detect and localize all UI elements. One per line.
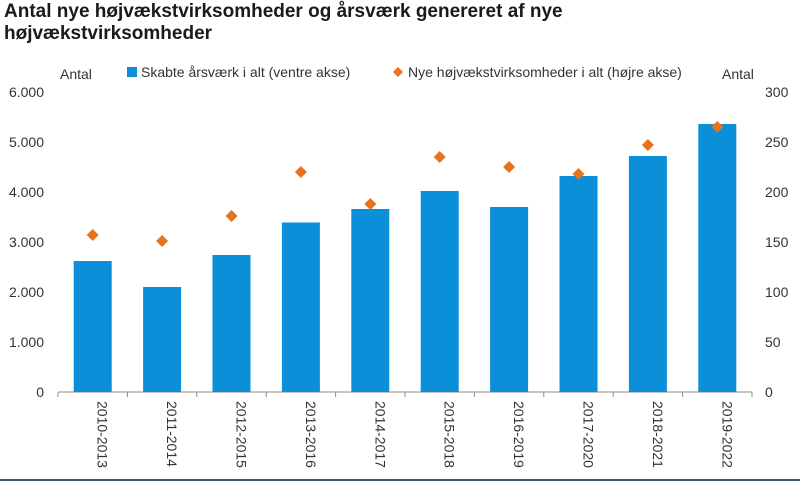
left-tick-label: 3.000 xyxy=(9,234,44,250)
left-tick-label: 5.000 xyxy=(9,134,44,150)
chart-title: Antal nye højvækstvirksomheder og årsvær… xyxy=(4,1,563,44)
bar xyxy=(212,255,251,392)
category-label: 2016-2019 xyxy=(511,401,527,468)
bar xyxy=(351,209,390,392)
chart-axes xyxy=(57,391,753,397)
diamond-marker xyxy=(86,229,99,241)
bottom-divider xyxy=(0,479,800,481)
diamond-marker xyxy=(433,151,446,163)
diamond-marker xyxy=(156,235,169,247)
diamond-marker xyxy=(572,168,585,180)
category-label: 2019-2022 xyxy=(719,401,735,468)
category-label: 2010-2013 xyxy=(95,401,111,468)
legend-diamond-label: Nye højvækstvirksomheder i alt (højre ak… xyxy=(408,64,682,80)
legend-bar-label: Skabte årsværk i alt (ventre akse) xyxy=(141,64,350,80)
category-labels: 2010-2013 2011-2014 2012-2015 2013-2016 2014… xyxy=(95,401,736,468)
left-axis-ticks: 0 1.000 2.000 3.000 4.000 5.000 6.000 xyxy=(9,84,44,400)
right-tick-label: 200 xyxy=(765,184,789,200)
right-tick-label: 250 xyxy=(765,134,789,150)
right-tick-label: 100 xyxy=(765,284,789,300)
diamond-marker xyxy=(294,166,307,178)
diamond-series xyxy=(86,121,724,247)
diamond-marker xyxy=(503,161,516,173)
diamond-marker xyxy=(641,139,654,151)
bar xyxy=(559,176,598,392)
bar xyxy=(628,156,667,392)
right-axis-unit: Antal xyxy=(722,66,754,82)
legend-bar-swatch xyxy=(127,67,137,77)
right-tick-label: 0 xyxy=(765,384,773,400)
category-label: 2012-2015 xyxy=(234,401,250,468)
category-label: 2018-2021 xyxy=(650,401,666,468)
bar xyxy=(490,207,529,392)
left-tick-label: 2.000 xyxy=(9,284,44,300)
right-tick-label: 150 xyxy=(765,234,789,250)
bar xyxy=(420,191,459,392)
left-tick-label: 6.000 xyxy=(9,84,44,100)
left-axis-unit: Antal xyxy=(60,66,92,82)
bar-series xyxy=(73,124,737,392)
category-label: 2017-2020 xyxy=(581,401,597,468)
legend-diamond-swatch xyxy=(393,67,403,77)
diamond-marker xyxy=(364,198,377,210)
legend: Skabte årsværk i alt (ventre akse) Nye h… xyxy=(127,64,682,80)
diamond-marker xyxy=(225,210,238,222)
right-tick-label: 50 xyxy=(765,334,781,350)
right-tick-label: 300 xyxy=(765,84,789,100)
right-axis-ticks: 0 50 100 150 200 250 300 xyxy=(765,84,789,400)
category-label: 2011-2014 xyxy=(164,401,180,467)
left-tick-label: 0 xyxy=(36,384,44,400)
bar xyxy=(281,222,320,392)
bar xyxy=(698,124,737,392)
bar xyxy=(143,287,182,392)
bar xyxy=(73,261,112,392)
left-tick-label: 1.000 xyxy=(9,334,44,350)
diamond-marker xyxy=(711,121,724,133)
category-label: 2014-2017 xyxy=(372,401,388,468)
category-label: 2013-2016 xyxy=(303,401,319,468)
category-label: 2015-2018 xyxy=(442,401,458,468)
left-tick-label: 4.000 xyxy=(9,184,44,200)
